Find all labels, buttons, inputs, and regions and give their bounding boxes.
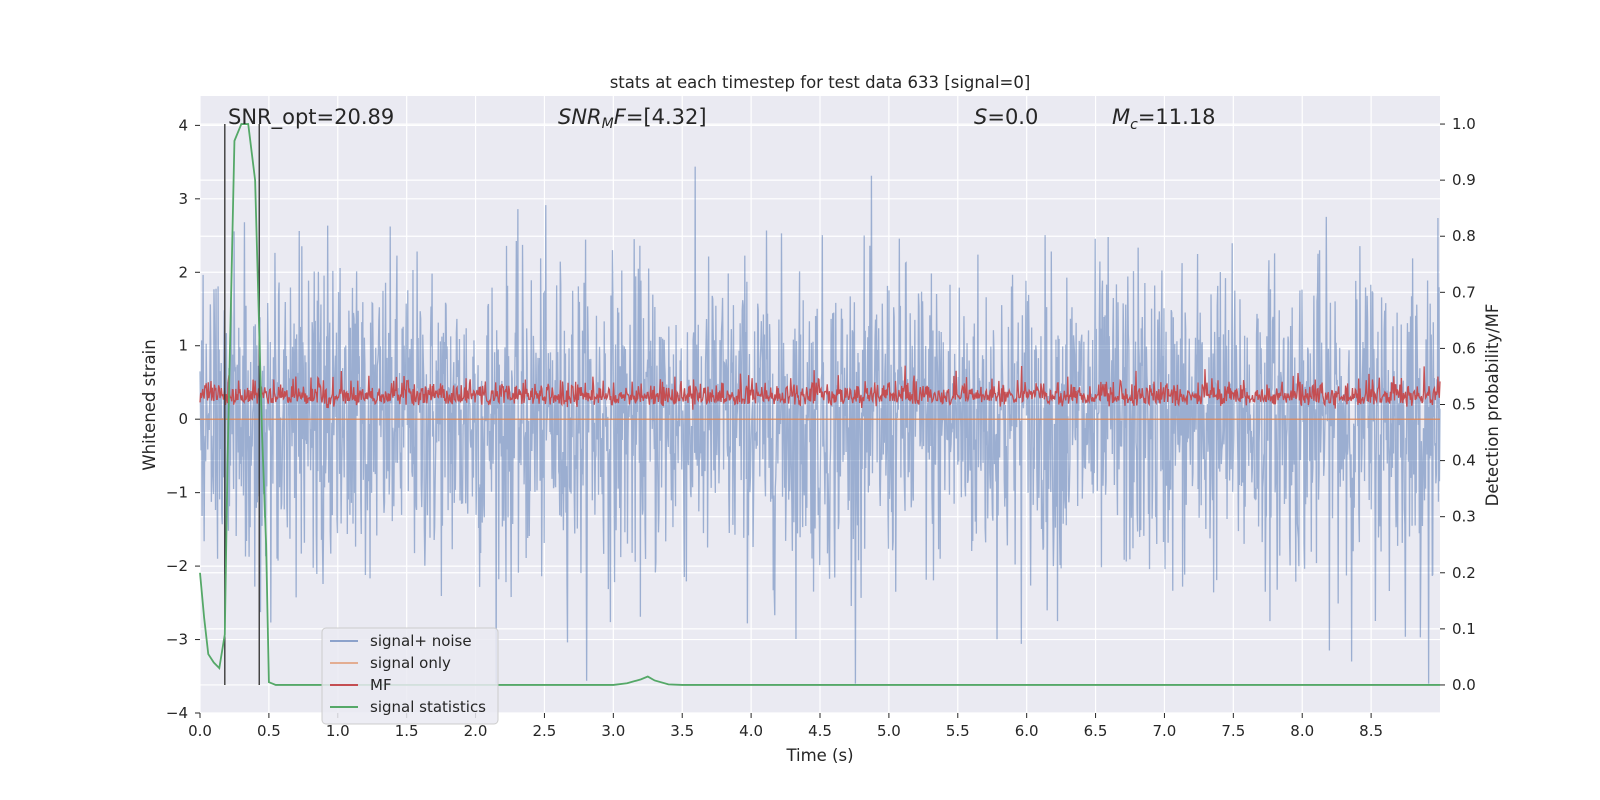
legend-label: signal+ noise (370, 632, 472, 650)
legend-label: MF (370, 676, 392, 694)
signal-noise-line (199, 166, 1441, 684)
y-right-tick-label: 0.3 (1452, 508, 1476, 526)
y-right-tick-label: 0.4 (1452, 452, 1476, 470)
legend-label: signal statistics (370, 698, 486, 716)
y-right-tick-label: 0.2 (1452, 564, 1476, 582)
x-tick-label: 3.5 (670, 722, 694, 740)
y-tick-label: 1 (178, 337, 188, 355)
signal-statistics-line (199, 123, 1440, 686)
x-tick-label: 1.5 (395, 722, 419, 740)
x-tick-label: 7.5 (1221, 722, 1245, 740)
y-right-tick-label: 0.0 (1452, 676, 1476, 694)
mc-annotation: Mc=11.18 (1112, 105, 1216, 133)
y-right-tick-label: 0.7 (1452, 283, 1476, 301)
chart-title: stats at each timestep for test data 633… (610, 73, 1031, 92)
legend-label: signal only (370, 654, 451, 672)
y-right-tick-label: 0.8 (1452, 227, 1476, 245)
x-tick-label: 2.0 (464, 722, 488, 740)
y-tick-label: −3 (166, 631, 188, 649)
mf-line (199, 365, 1441, 410)
x-tick-label: 3.0 (601, 722, 625, 740)
y-right-tick-label: 0.6 (1452, 339, 1476, 357)
x-tick-label: 6.5 (1084, 722, 1108, 740)
snr-opt-annotation: SNR_opt=20.89 (228, 105, 394, 130)
x-tick-label: 6.0 (1015, 722, 1039, 740)
series-layer (199, 123, 1441, 686)
y-tick-label: 4 (178, 116, 188, 134)
s-annotation: S=0.0 (974, 105, 1038, 129)
y-tick-label: 0 (178, 410, 188, 428)
x-tick-label: 4.0 (739, 722, 763, 740)
y-tick-label: 2 (178, 263, 188, 281)
y-right-tick-label: 0.1 (1452, 620, 1476, 638)
legend: signal+ noise signal only MF signal statist… (321, 627, 499, 725)
x-tick-label: 7.0 (1153, 722, 1177, 740)
x-tick-label: 8.0 (1290, 722, 1314, 740)
y-right-tick-label: 0.5 (1452, 396, 1476, 414)
x-tick-label: 2.5 (533, 722, 557, 740)
x-tick-label: 1.0 (326, 722, 350, 740)
y-tick-label: −2 (166, 557, 188, 575)
y-tick-label: 3 (178, 190, 188, 208)
x-tick-label: 4.5 (808, 722, 832, 740)
legend-box (321, 627, 499, 725)
snr-mf-annotation: SNRMF=[4.32] (558, 105, 707, 132)
signal-noise-series (199, 166, 1441, 684)
x-tick-label: 5.5 (946, 722, 970, 740)
x-tick-label: 5.0 (877, 722, 901, 740)
x-tick-label: 8.5 (1359, 722, 1383, 740)
y-axis-label: Whitened strain (140, 339, 159, 470)
y-right-tick-label: 0.9 (1452, 171, 1476, 189)
grid (199, 96, 1440, 714)
axes-layer: 0.0 0.5 1.0 1.5 2.0 2.5 3.0 3.5 4.0 4.5 5.0 5.5 6.0 6… (166, 115, 1476, 740)
x-tick-label: 0.5 (257, 722, 281, 740)
x-axis-label: Time (s) (785, 746, 853, 765)
y-axis-right-label: Detection probability/MF (1483, 304, 1502, 507)
y-right-tick-label: 1.0 (1452, 115, 1476, 133)
y-tick-label: −1 (166, 484, 188, 502)
x-tick-label: 0.0 (188, 722, 212, 740)
y-tick-label: −4 (166, 704, 188, 722)
